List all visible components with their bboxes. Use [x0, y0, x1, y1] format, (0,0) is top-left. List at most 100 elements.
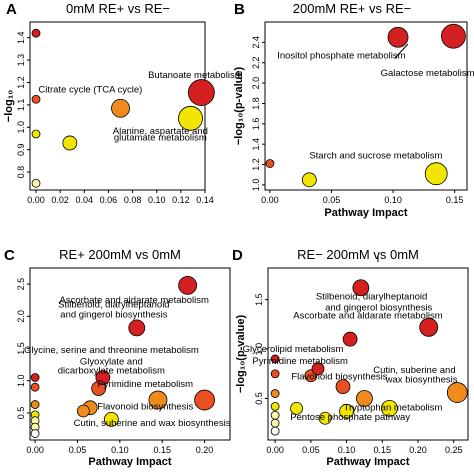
- y-tick-label: 2.5: [16, 278, 26, 291]
- point-annotation: Galactose metabolism: [381, 68, 474, 79]
- data-point: [356, 390, 373, 407]
- data-point: [95, 370, 111, 385]
- point-annotation: Alanine, aspartate and: [113, 126, 208, 137]
- data-point: [31, 178, 41, 188]
- x-axis-label: Pathway Impact: [326, 456, 409, 468]
- x-tick-label: 0.15: [446, 195, 464, 205]
- x-tick-label: 0.00: [27, 195, 45, 205]
- x-tick-label: 0.05: [323, 195, 341, 205]
- point-annotation: Citrate cycle (TCA cycle): [38, 85, 142, 96]
- x-tick-label: 0.25: [445, 445, 463, 455]
- x-tick-label: 0.20: [196, 445, 214, 455]
- panel-title: RE− 200mM vs 0mM: [297, 247, 419, 262]
- y-tick-label: 1.4: [16, 31, 26, 44]
- data-point: [342, 331, 358, 347]
- data-point: [62, 135, 78, 151]
- x-tick-label: 0.10: [148, 195, 166, 205]
- y-tick-label: 1.2: [16, 76, 26, 89]
- point-annotation: Ascorbate and aldarate metabolism: [60, 295, 210, 306]
- data-point: [424, 162, 448, 186]
- data-point: [270, 389, 280, 398]
- panel-a: 0mM RE+ vs RE− A 0.00 0.02 0.04 0.06 0.08 0.10 0…: [3, 1, 243, 205]
- data-point: [30, 400, 40, 409]
- data-point: [76, 404, 90, 418]
- y-tick-label: 1.2: [251, 158, 261, 171]
- plot-frame: [29, 267, 231, 441]
- y-tick-label: 2.2: [251, 56, 261, 69]
- data-point: [290, 401, 303, 415]
- data-point: [31, 129, 41, 139]
- point-annotation: Stilbenoid, diarylheptanoid: [58, 299, 169, 310]
- x-tick-label: 0.02: [51, 195, 69, 205]
- data-point: [270, 369, 280, 379]
- x-tick-label: 0.05: [69, 445, 87, 455]
- data-point: [352, 279, 370, 297]
- data-point: [270, 401, 280, 411]
- y-tick-label: 0.5: [16, 407, 26, 420]
- data-point: [318, 411, 332, 425]
- y-axis-label: −log₁₀(p-value): [233, 67, 245, 146]
- panel-letter: B: [234, 1, 245, 18]
- data-point: [31, 94, 41, 104]
- y-tick-label: 1.1: [16, 99, 26, 112]
- y-tick-label: 1.5: [16, 342, 26, 355]
- data-point: [265, 159, 275, 168]
- data-point: [301, 172, 317, 188]
- point-annotation: Ascorbate and aldarate metabolism: [293, 310, 443, 321]
- plot-frame: [29, 21, 206, 191]
- data-point: [270, 354, 280, 364]
- panel-b: 200mM RE+ vs RE− B 0.00 0.05 0.10 0.15 1.0 1.2 1…: [233, 1, 474, 219]
- data-point: [381, 399, 398, 417]
- x-tick-label: 0.10: [384, 195, 402, 205]
- data-point: [446, 382, 468, 403]
- y-axis-label: −log₁₀: [3, 90, 15, 122]
- data-point: [387, 26, 409, 48]
- y-tick-label: 0.5: [254, 392, 264, 405]
- x-tick-label: 0.04: [76, 195, 94, 205]
- data-point: [31, 28, 41, 38]
- y-tick-label: 1.0: [254, 343, 264, 356]
- x-tick-label: 0.14: [196, 195, 214, 205]
- data-point: [339, 403, 354, 419]
- y-tick-label: 2.0: [251, 77, 261, 90]
- x-tick-label: 0.15: [374, 445, 392, 455]
- point-annotation: wax biosynthesis: [385, 375, 458, 386]
- y-tick-label: 1.0: [251, 179, 261, 192]
- y-tick-label: 2.0: [16, 310, 26, 323]
- data-point: [111, 98, 130, 118]
- point-annotation: Glycerolipid metabolism: [243, 344, 344, 355]
- data-point: [270, 410, 280, 420]
- x-tick-label: 0.15: [153, 445, 171, 455]
- y-tick-label: 1.0: [16, 374, 26, 387]
- panel-letter: D: [232, 247, 243, 264]
- y-axis-label: −log₁₀(p-value): [235, 315, 247, 394]
- data-point: [194, 389, 215, 411]
- y-tick-label: 1.0: [16, 121, 26, 134]
- data-point: [30, 429, 40, 438]
- point-annotation: Inositol phosphate metabolism: [277, 51, 405, 62]
- x-tick-label: 0.08: [124, 195, 142, 205]
- data-point: [441, 23, 466, 49]
- x-axis-label: Pathway Impact: [88, 456, 171, 468]
- data-point: [30, 373, 40, 382]
- x-tick-label: 0.00: [26, 445, 44, 455]
- point-annotation: Butanoate metabolism: [148, 70, 243, 81]
- point-annotation: glutamate metabolism: [114, 133, 207, 144]
- point-annotation: Flavonoid biosynthesis: [97, 402, 193, 413]
- y-tick-label: 0.9: [16, 143, 26, 156]
- point-annotation: and gingerol biosynthesis: [325, 303, 432, 314]
- y-tick-label: 1.6: [251, 118, 261, 131]
- panel-letter: A: [6, 1, 17, 18]
- data-point: [178, 275, 198, 295]
- panel-d: RE− 200mM vs 0mM D 0.00 0.05 0.10 0.15 0.20 0.2…: [232, 247, 469, 468]
- data-point: [419, 317, 439, 337]
- point-annotation: Cutin, suberine and wax biosynthesis: [74, 418, 231, 429]
- plot-frame: [267, 267, 469, 441]
- data-point: [311, 362, 325, 376]
- panel-letter: C: [4, 247, 15, 264]
- data-point: [187, 79, 215, 106]
- data-point: [178, 105, 203, 131]
- x-tick-label: 0.00: [266, 445, 284, 455]
- point-annotation: Flavonoid biosynthesis: [291, 372, 387, 383]
- panel-c: RE+ 200mM vs 0mM C 0.00 0.05 0.10 0.15 0.20 0.5…: [4, 247, 231, 468]
